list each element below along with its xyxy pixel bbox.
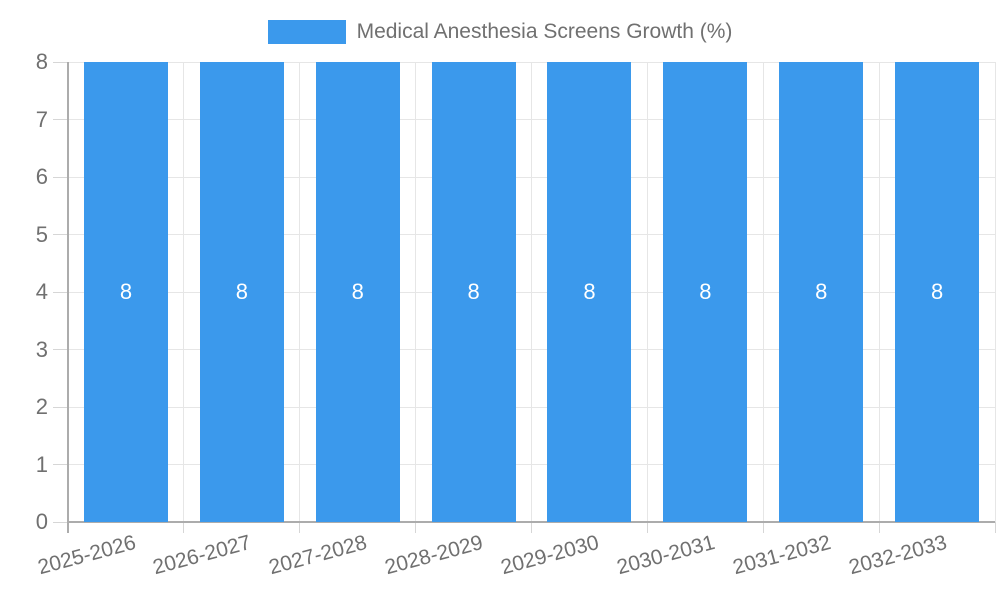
x-tick-mark (299, 522, 301, 533)
y-tick-mark (53, 521, 68, 523)
x-tick-mark (994, 522, 996, 533)
y-tick-mark (53, 61, 68, 63)
x-tick-label: 2028-2029 (382, 531, 486, 580)
x-gridline (762, 62, 764, 522)
x-tick-mark (531, 522, 532, 533)
x-tick-mark (415, 522, 417, 533)
bar-value-label: 8 (351, 279, 364, 304)
x-tick-mark (762, 522, 764, 533)
x-tick-label: 2027-2028 (266, 531, 370, 580)
x-tick-mark (183, 522, 185, 533)
x-axis-line (68, 521, 995, 523)
y-tick-label: 0 (35, 509, 48, 534)
y-tick-label: 8 (35, 49, 48, 74)
bar-value-label: 8 (815, 279, 828, 304)
bar-value-label: 8 (930, 279, 944, 304)
x-tick-label: 2032-2033 (846, 531, 950, 580)
y-tick-label: 7 (35, 106, 48, 132)
bar-value-label: 8 (467, 279, 480, 304)
bar-value-label: 8 (699, 279, 712, 304)
x-tick-mark (646, 522, 648, 533)
legend-label: Medical Anesthesia Screens Growth (%) (356, 20, 733, 43)
y-tick-label: 6 (35, 164, 48, 189)
x-gridline (299, 62, 301, 522)
x-tick-mark (878, 522, 880, 533)
bar: 8 (431, 62, 516, 522)
y-tick-label: 5 (35, 221, 48, 247)
chart-legend: Medical Anesthesia Screens Growth (%) (0, 20, 1000, 44)
y-tick-mark (53, 464, 68, 465)
y-tick-label: 4 (35, 279, 48, 304)
bar: 8 (547, 62, 632, 522)
bar-value-label: 8 (583, 279, 596, 304)
y-tick-label: 2 (35, 394, 48, 419)
bar: 8 (315, 62, 400, 522)
y-tick-label: 3 (35, 336, 48, 362)
x-tick-label: 2025-2026 (34, 531, 138, 580)
bar: 8 (779, 62, 864, 522)
y-tick-mark (53, 406, 68, 408)
bar-value-label: 8 (235, 279, 248, 304)
y-tick-mark (53, 349, 68, 350)
x-tick-label: 2030-2031 (614, 531, 718, 580)
y-tick-label: 1 (35, 451, 48, 477)
x-gridline (183, 62, 185, 522)
y-axis-line (67, 62, 69, 533)
y-tick-mark (53, 234, 68, 235)
bar: 8 (199, 62, 284, 522)
bar: 8 (895, 62, 980, 522)
x-tick-label: 2031-2032 (730, 531, 834, 580)
y-tick-mark (53, 176, 68, 178)
legend-swatch (267, 20, 346, 44)
bar: 8 (663, 62, 748, 522)
x-gridline (994, 62, 996, 522)
x-tick-label: 2026-2027 (150, 531, 254, 580)
legend-item[interactable]: Medical Anesthesia Screens Growth (%) (267, 20, 733, 44)
y-tick-mark (53, 119, 68, 120)
bar: 8 (83, 62, 168, 522)
x-gridline (415, 62, 417, 522)
x-tick-label: 2029-2030 (498, 531, 602, 580)
y-tick-mark (53, 291, 68, 293)
bar-value-label: 8 (119, 279, 133, 304)
x-gridline (878, 62, 880, 522)
x-gridline (531, 62, 532, 522)
x-gridline (646, 62, 648, 522)
